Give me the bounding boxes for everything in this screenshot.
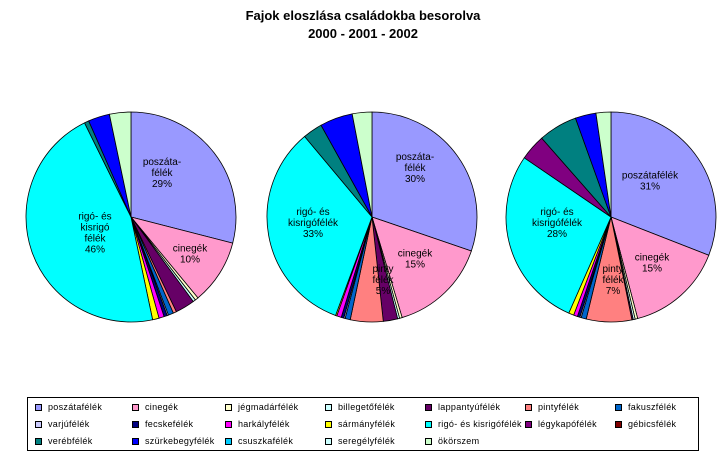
legend-label: gébicsfélék	[628, 419, 677, 429]
legend-item: gébicsfélék	[615, 419, 676, 430]
legend-swatch	[225, 438, 232, 446]
legend-item: szürkebegyfélék	[132, 436, 215, 447]
legend-swatch	[325, 404, 332, 412]
chart-title: Fajok eloszlása családokba besorolva	[245, 8, 481, 23]
chart-legend: poszátafélék cinegék jégmadárfélék billeget…	[27, 397, 699, 451]
pie-1-data-label: cinegék 10%	[173, 244, 208, 266]
legend-swatch	[35, 421, 42, 429]
legend-swatch	[525, 404, 532, 412]
legend-swatch	[132, 404, 139, 412]
pie-3-slice-1	[610, 111, 717, 256]
legend-swatch	[425, 438, 432, 446]
legend-item: varjúfélék	[35, 419, 90, 430]
legend-label: poszátafélék	[48, 402, 103, 412]
legend-swatch	[35, 438, 42, 446]
legend-swatch	[132, 438, 139, 446]
pie-3-slice-2	[610, 216, 710, 320]
legend-swatch	[325, 438, 332, 446]
legend-item: fakuszfélék	[615, 402, 676, 413]
pie-1-slice-12	[25, 122, 154, 323]
pie-3-data-label: pinty félék 7%	[602, 264, 624, 297]
pie-1-slice-1	[130, 111, 237, 244]
legend-swatch	[425, 404, 432, 412]
legend-item: cinegék	[132, 402, 178, 413]
pie-3-data-label: cinegék 15%	[635, 253, 670, 275]
legend-label: fecskefélék	[145, 419, 194, 429]
legend-swatch	[35, 404, 42, 412]
legend-item: sármányfélék	[325, 419, 395, 430]
legend-label: lappantyúfélék	[438, 402, 501, 412]
legend-label: jégmadárfélék	[238, 402, 299, 412]
legend-item: jégmadárfélék	[225, 402, 298, 413]
legend-label: fakuszfélék	[628, 402, 677, 412]
pie-2-data-label: rigó- és kisrigófélék 33%	[288, 207, 339, 240]
pie-3-data-label: poszátafélék 31%	[622, 171, 679, 193]
legend-label: légykapófélék	[538, 419, 597, 429]
legend-swatch	[425, 421, 432, 429]
legend-item: pintyfélék	[525, 402, 579, 413]
legend-label: szürkebegyfélék	[145, 436, 215, 446]
pie-1-data-label: rigó- és kisrigó félék 46%	[78, 212, 111, 256]
legend-swatch	[615, 421, 622, 429]
legend-label: rigó- és kisrigófélék	[438, 419, 522, 429]
legend-label: billegetőfélék	[338, 402, 395, 412]
pie-2-data-label: pinty félék 5%	[372, 264, 394, 297]
pie-3-slice-12	[505, 157, 612, 314]
legend-item: csuszkafélék	[225, 436, 293, 447]
legend-label: harkályfélék	[238, 419, 290, 429]
legend-label: seregélyfélék	[338, 436, 395, 446]
pie-1-slice-19	[108, 111, 132, 218]
legend-swatch	[525, 421, 532, 429]
legend-swatch	[132, 421, 139, 429]
pie-2-slice-19	[351, 111, 373, 218]
legend-label: cinegék	[145, 402, 179, 412]
legend-label: sármányfélék	[338, 419, 396, 429]
legend-item: harkályfélék	[225, 419, 290, 430]
pie-2-slice-12	[266, 135, 373, 316]
pie-1-data-label: poszáta-félék 29%	[143, 157, 181, 190]
legend-item: légykapófélék	[525, 419, 597, 430]
legend-swatch	[615, 404, 622, 412]
pie-2-slice-2	[371, 216, 472, 319]
legend-label: varjúfélék	[48, 419, 90, 429]
pie-2-data-label: cinegék 15%	[398, 249, 433, 271]
legend-item: verébfélék	[35, 436, 93, 447]
legend-label: ökörszem	[438, 436, 480, 446]
pie-3-slice-19	[595, 111, 612, 218]
legend-item: poszátafélék	[35, 402, 102, 413]
pie-charts: poszáta-félék 29% cinegék 10% rigó- és kisrig…	[25, 111, 717, 323]
pie-3-data-label: rigó- és kisrigófélék 28%	[532, 207, 583, 240]
legend-swatch	[325, 421, 332, 429]
legend-item: rigó- és kisrigófélék	[425, 419, 522, 430]
legend-item: ökörszem	[425, 436, 479, 447]
chart-subtitle: 2000 - 2001 - 2002	[308, 26, 418, 41]
legend-swatch	[225, 421, 232, 429]
pie-2-data-label: poszáta-félék 30%	[396, 152, 434, 185]
legend-label: csuszkafélék	[238, 436, 294, 446]
legend-item: seregélyfélék	[325, 436, 395, 447]
legend-label: pintyfélék	[538, 402, 580, 412]
legend-label: verébfélék	[48, 436, 93, 446]
legend-item: lappantyúfélék	[425, 402, 500, 413]
legend-item: fecskefélék	[132, 419, 193, 430]
pie-2-slice-1	[371, 111, 478, 252]
legend-item: billegetőfélék	[325, 402, 395, 413]
legend-swatch	[225, 404, 232, 412]
